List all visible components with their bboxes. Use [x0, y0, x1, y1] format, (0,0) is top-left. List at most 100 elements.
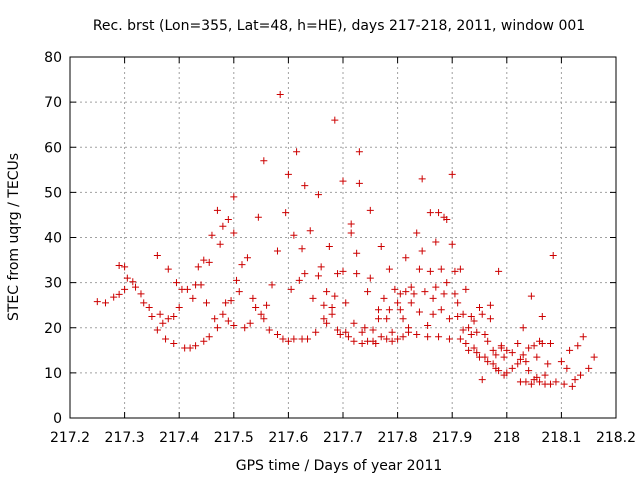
x-tick-label: 217.8 [378, 430, 418, 446]
data-point [194, 263, 202, 271]
data-point [170, 312, 178, 320]
data-point [377, 333, 385, 341]
data-point [418, 247, 426, 255]
y-tick-label: 30 [44, 276, 62, 292]
data-point [339, 177, 347, 185]
data-point [415, 265, 423, 273]
data-point [230, 193, 238, 201]
data-point [162, 335, 170, 343]
data-point [579, 333, 587, 341]
data-point [451, 290, 459, 298]
data-point [115, 290, 123, 298]
data-point [216, 240, 224, 248]
data-point [268, 281, 276, 289]
data-point [213, 206, 221, 214]
data-point [320, 315, 328, 323]
data-point [519, 324, 527, 332]
data-point [298, 245, 306, 253]
x-tick-label: 218.1 [541, 430, 581, 446]
data-point [121, 263, 129, 271]
data-point [175, 303, 183, 311]
data-point [366, 274, 374, 282]
data-point [355, 148, 363, 156]
data-point [353, 270, 361, 278]
data-point [189, 294, 197, 302]
data-point [399, 333, 407, 341]
data-point [527, 292, 535, 300]
data-point [465, 346, 473, 354]
data-point [396, 306, 404, 314]
data-point [413, 331, 421, 339]
data-point [241, 324, 249, 332]
data-point [328, 310, 336, 318]
data-point [530, 342, 538, 350]
data-point [364, 288, 372, 296]
data-point [273, 331, 281, 339]
data-point [544, 360, 552, 368]
data-point [421, 288, 429, 296]
y-tick-label: 10 [44, 366, 62, 382]
data-point [233, 276, 241, 284]
data-point [243, 254, 251, 262]
data-point [383, 315, 391, 323]
y-tick-label: 80 [44, 50, 62, 66]
data-point [481, 331, 489, 339]
data-point [577, 371, 585, 379]
data-point [265, 326, 273, 334]
data-point [172, 279, 180, 287]
data-point [295, 276, 303, 284]
x-tick-label: 218.2 [596, 430, 636, 446]
data-point [445, 315, 453, 323]
data-point [213, 324, 221, 332]
x-tick-label: 217.7 [323, 430, 363, 446]
data-point [385, 306, 393, 314]
data-point [514, 340, 522, 348]
data-point [571, 376, 579, 384]
data-point [388, 328, 396, 336]
x-tick-label: 217.3 [105, 430, 145, 446]
x-tick-label: 217.6 [268, 430, 308, 446]
data-point [454, 299, 462, 307]
data-point [314, 191, 322, 199]
data-point [380, 294, 388, 302]
data-point [153, 326, 161, 334]
data-point [407, 299, 415, 307]
data-point [350, 319, 358, 327]
data-point [585, 364, 593, 372]
data-point [522, 378, 530, 386]
data-point [394, 299, 402, 307]
data-point [437, 306, 445, 314]
data-point [473, 328, 481, 336]
data-point [200, 256, 208, 264]
data-point [424, 333, 432, 341]
data-point [451, 267, 459, 275]
data-point [462, 285, 470, 293]
data-point [301, 182, 309, 190]
data-point [227, 297, 235, 305]
data-point [503, 369, 511, 377]
data-point [260, 157, 268, 165]
data-point [290, 231, 298, 239]
data-point [344, 333, 352, 341]
data-point [500, 353, 508, 361]
data-point [222, 299, 230, 307]
data-point [497, 342, 505, 350]
data-point [200, 337, 208, 345]
data-point [429, 294, 437, 302]
data-point [503, 346, 511, 354]
data-point [342, 328, 350, 336]
data-point [355, 179, 363, 187]
data-point [590, 353, 598, 361]
data-point [374, 306, 382, 314]
data-point [219, 310, 227, 318]
data-point [342, 299, 350, 307]
data-point [486, 315, 494, 323]
y-tick-label: 40 [44, 231, 62, 247]
data-point [366, 206, 374, 214]
data-point [208, 231, 216, 239]
data-point [159, 319, 167, 327]
data-point [331, 116, 339, 124]
data-point [170, 340, 178, 348]
data-point [527, 380, 535, 388]
data-point [424, 321, 432, 329]
